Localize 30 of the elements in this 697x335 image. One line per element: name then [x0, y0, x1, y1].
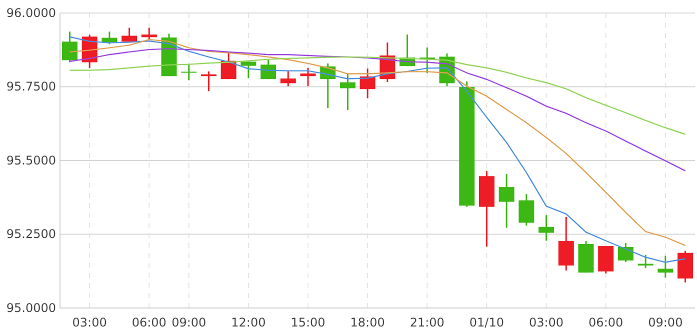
x-tick-label: 03:00	[72, 316, 107, 330]
candlestick	[658, 255, 674, 278]
candlestick	[300, 67, 316, 87]
candlestick	[141, 27, 157, 40]
candlestick	[518, 193, 534, 226]
candlestick	[181, 62, 197, 82]
candlestick	[122, 27, 138, 42]
y-tick-label: 96.0000	[6, 6, 56, 20]
candlestick	[538, 214, 554, 242]
candlestick	[62, 30, 78, 64]
line-series	[69, 56, 686, 135]
x-tick-label: 06:00	[588, 316, 624, 330]
x-tick-label: 09:00	[172, 316, 206, 330]
candlestick	[498, 173, 514, 229]
candlestick	[240, 60, 256, 79]
y-tick-label: 95.2500	[6, 227, 56, 242]
x-tick-label: 18:00	[350, 316, 385, 330]
candlestick	[618, 242, 634, 263]
x-tick-label: 09:00	[648, 316, 683, 330]
y-tick-label: 95.5000	[6, 153, 56, 168]
candlestick	[340, 73, 356, 111]
candlestick	[280, 70, 296, 87]
y-tick-label: 95.0000	[6, 300, 56, 315]
x-tick-label: 03:00	[528, 316, 564, 330]
x-tick-label: 21:00	[410, 316, 444, 330]
y-tick-label: 95.7500	[6, 80, 56, 94]
x-tick-label: 12:00	[231, 316, 266, 330]
x-tick-label: 15:00	[290, 316, 326, 330]
x-tick-label: 01/10	[469, 316, 504, 330]
x-tick-label: 06:00	[132, 316, 166, 330]
